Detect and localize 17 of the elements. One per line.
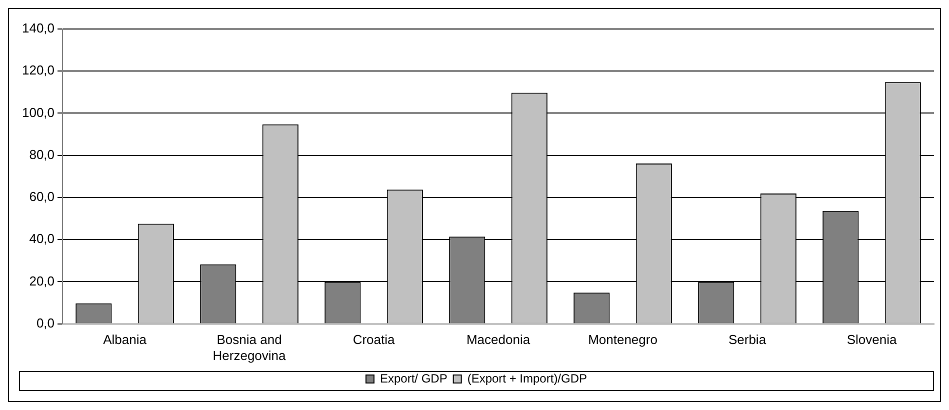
- legend-label: Export/ GDP: [380, 371, 448, 386]
- y-tick-label: 140,0: [22, 20, 55, 36]
- x-tick-label: Slovenia: [846, 332, 898, 348]
- x-tick-label: Serbia: [728, 332, 767, 348]
- y-tick-label: 40,0: [29, 231, 55, 246]
- y-tick-label: 60,0: [29, 189, 55, 204]
- y-tick-label: 80,0: [29, 146, 55, 162]
- y-tick-label: 120,0: [22, 62, 55, 78]
- y-tick-label: 100,0: [22, 104, 55, 120]
- x-tick-label: Macedonia: [466, 332, 531, 348]
- x-tick-label: Croatia: [352, 332, 396, 348]
- y-tick-label: 0,0: [36, 315, 55, 330]
- legend-label: (Export + Import)/GDP: [467, 371, 588, 386]
- x-tick-label: Montenegro: [588, 332, 658, 348]
- x-tick-label: Bosnia and Herzegovina: [212, 332, 287, 363]
- x-tick-label: Albania: [103, 332, 148, 348]
- y-tick-label: 20,0: [29, 273, 55, 288]
